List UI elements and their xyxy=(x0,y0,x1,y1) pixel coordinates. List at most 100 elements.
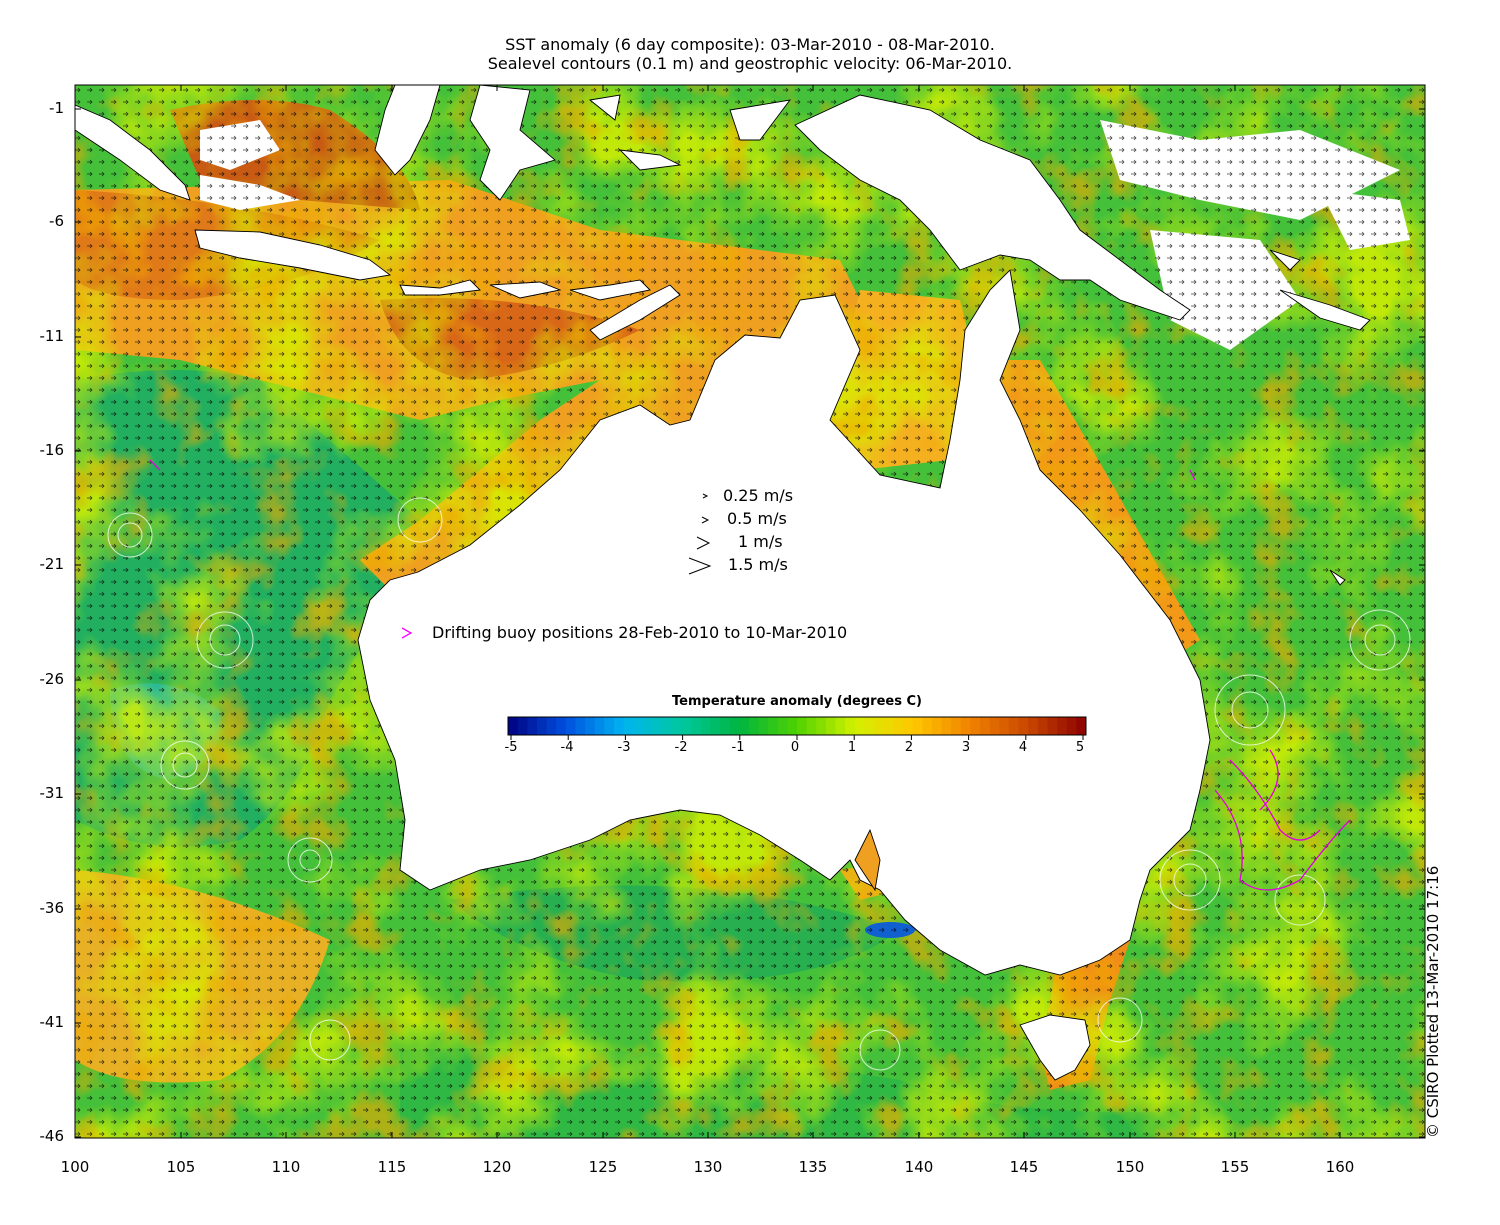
x-tick-label: 135 xyxy=(798,1158,828,1176)
colorbar-cell xyxy=(575,717,586,735)
colorbar-cell xyxy=(719,717,731,735)
colorbar-cell xyxy=(1018,717,1029,735)
colorbar-cell xyxy=(883,717,894,735)
y-tick-label: -1 xyxy=(49,99,64,117)
colorbar-tick-label: 3 xyxy=(961,740,971,755)
y-tick-label: -26 xyxy=(39,670,65,688)
map-title-line2: Sealevel contours (0.1 m) and geostrophi… xyxy=(487,54,1013,73)
colorbar-tick-label: -1 xyxy=(731,740,745,755)
colorbar-cell xyxy=(816,717,827,735)
y-tick-label: -11 xyxy=(39,327,65,345)
arrow-025-icon xyxy=(702,493,709,499)
colorbar-cell xyxy=(980,717,991,735)
colorbar-title: Temperature anomaly (degrees C) xyxy=(672,694,922,709)
y-tick-label: -16 xyxy=(39,441,65,459)
colorbar-cell xyxy=(845,717,856,735)
x-tick-label: 155 xyxy=(1220,1158,1250,1176)
x-tick-label: 125 xyxy=(588,1158,618,1176)
colorbar-cell xyxy=(1066,717,1077,735)
velocity-legend-label: 1.5 m/s xyxy=(728,555,788,574)
colorbar-cell xyxy=(922,717,933,735)
x-tick-label: 160 xyxy=(1325,1158,1355,1176)
colorbar-cell xyxy=(960,717,971,735)
colorbar-cell xyxy=(517,717,528,735)
y-tick-label: -6 xyxy=(49,212,64,230)
colorbar-cell xyxy=(893,717,904,735)
colorbar-cell xyxy=(710,717,721,735)
colorbar-tick-label: -2 xyxy=(674,740,688,755)
colorbar-cell xyxy=(681,717,692,735)
colorbar-cell xyxy=(777,717,788,735)
colorbar-cell xyxy=(1037,717,1048,735)
colorbar-cell xyxy=(508,717,519,735)
colorbar-tick-label: 2 xyxy=(904,740,914,755)
colorbar-cell xyxy=(1076,717,1087,735)
colorbar-cell xyxy=(748,717,759,735)
x-tick-label: 120 xyxy=(482,1158,512,1176)
map-title-line1: SST anomaly (6 day composite): 03-Mar-20… xyxy=(505,35,995,54)
colorbar-cell xyxy=(1057,717,1068,735)
velocity-legend-arrows xyxy=(688,493,712,575)
y-tick-label: -46 xyxy=(39,1127,65,1145)
colorbar-cell xyxy=(768,717,779,735)
colorbar-cell xyxy=(874,717,885,735)
colorbar-cell xyxy=(613,717,625,735)
axis-tick-marks xyxy=(74,85,1425,1138)
colorbar-cell xyxy=(642,717,653,735)
sealevel-contours xyxy=(107,497,1411,1071)
y-tick-label: -41 xyxy=(39,1013,65,1031)
x-tick-label: 115 xyxy=(377,1158,407,1176)
buoy-marker-icon xyxy=(401,627,413,639)
colorbar-tick-label: 4 xyxy=(1018,740,1028,755)
colorbar-cell xyxy=(556,717,567,735)
colorbar-cell xyxy=(633,717,644,735)
x-tick-label: 150 xyxy=(1115,1158,1145,1176)
x-tick-label: 105 xyxy=(166,1158,196,1176)
colorbar-cell xyxy=(787,717,798,735)
colorbar-cell xyxy=(758,717,769,735)
tasmania xyxy=(1019,1014,1091,1081)
colorbar-cell xyxy=(527,717,538,735)
colorbar-tick-label: -5 xyxy=(504,740,518,755)
colorbar-cell xyxy=(970,717,981,735)
arrow-05-icon xyxy=(701,516,710,524)
colorbar-cell xyxy=(700,717,711,735)
velocity-legend-label: 1 m/s xyxy=(738,532,783,551)
buoy-legend-label: Drifting buoy positions 28-Feb-2010 to 1… xyxy=(432,623,848,642)
x-tick-label: 130 xyxy=(693,1158,723,1176)
colorbar-cell xyxy=(671,717,682,735)
colorbar-cell xyxy=(691,717,702,735)
colorbar-cell xyxy=(902,717,914,735)
colorbar-tick-label: -4 xyxy=(560,740,574,755)
colorbar-tick-label: -3 xyxy=(617,740,631,755)
x-tick-label: 100 xyxy=(60,1158,90,1176)
colorbar-cell xyxy=(797,717,808,735)
colorbar-cell xyxy=(1008,717,1020,735)
plot-frame xyxy=(74,84,1426,1139)
colorbar-cell xyxy=(854,717,865,735)
x-tick-label: 110 xyxy=(271,1158,301,1176)
colorbar xyxy=(507,716,1087,740)
colorbar-cell xyxy=(806,717,817,735)
australia xyxy=(357,269,1211,976)
x-tick-label: 145 xyxy=(1009,1158,1039,1176)
colorbar-cell xyxy=(989,717,1000,735)
colorbar-tick-label: 0 xyxy=(790,740,800,755)
colorbar-cell xyxy=(835,717,846,735)
colorbar-cell xyxy=(1028,717,1039,735)
y-tick-label: -31 xyxy=(39,784,65,802)
borneo xyxy=(374,85,441,176)
colorbar-cell xyxy=(652,717,663,735)
arrow-1-icon xyxy=(696,536,711,550)
colorbar-cell xyxy=(1047,717,1058,735)
new-guinea xyxy=(794,94,1191,321)
colorbar-cell xyxy=(604,717,615,735)
velocity-legend-label: 0.5 m/s xyxy=(727,509,787,528)
colorbar-cell xyxy=(825,717,837,735)
x-tick-label: 140 xyxy=(904,1158,934,1176)
colorbar-cell xyxy=(623,717,634,735)
colorbar-cell xyxy=(941,717,952,735)
java xyxy=(194,229,392,281)
colorbar-cell xyxy=(912,717,923,735)
